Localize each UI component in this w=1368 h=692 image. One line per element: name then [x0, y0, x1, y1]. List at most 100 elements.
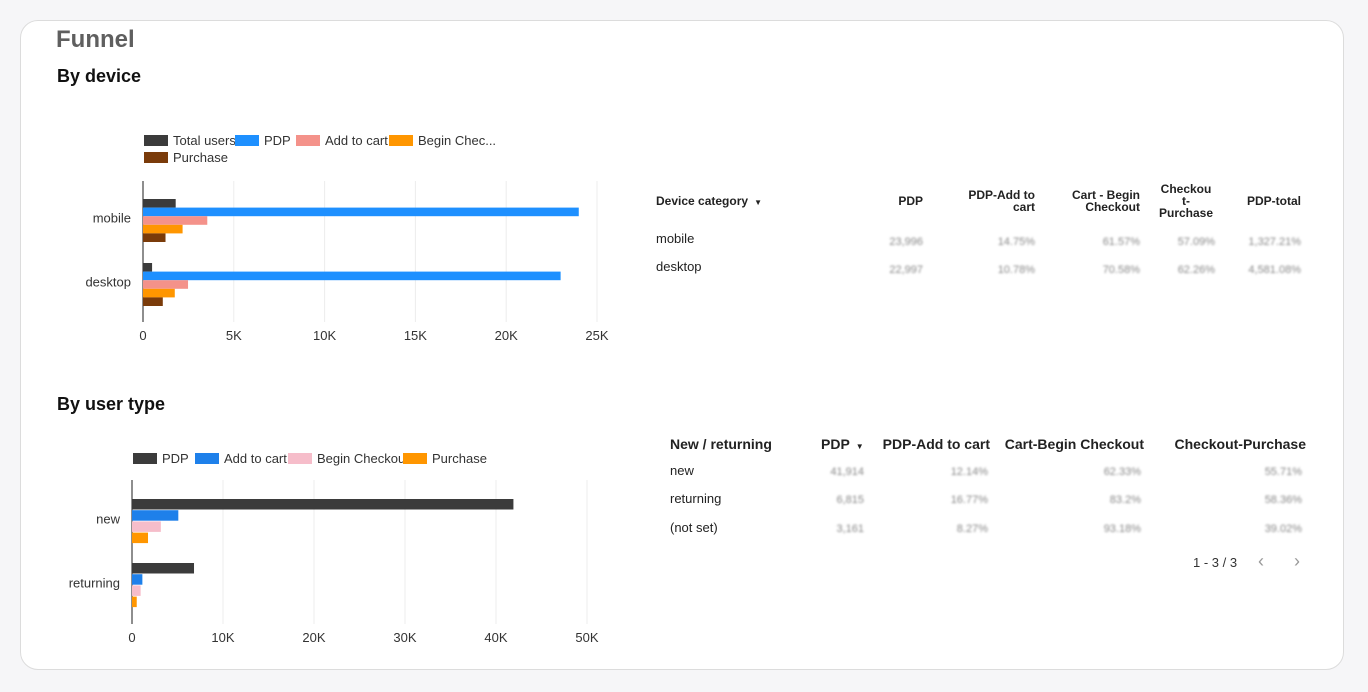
bar: [143, 224, 183, 234]
legend-label: Begin Chec...: [418, 133, 496, 148]
table-cell: 23,996: [889, 236, 923, 248]
x-tick-label: 20K: [495, 328, 518, 343]
bar: [132, 510, 179, 521]
legend-swatch: [296, 135, 320, 146]
bar: [132, 574, 143, 585]
bar: [132, 596, 137, 608]
x-tick-label: 30K: [393, 630, 416, 645]
table-cell: 93.18%: [1103, 523, 1141, 535]
legend-label: Purchase: [432, 451, 487, 466]
legend-swatch: [403, 453, 427, 464]
bar: [143, 271, 561, 281]
legend-label: Add to cart: [325, 133, 388, 148]
device-section-title: By device: [57, 66, 142, 86]
user-type-bar-chart: PDP Add to cart Begin Checkout Purchase 0 10K…: [69, 451, 599, 645]
table-cell: 61.57%: [1102, 236, 1140, 248]
table-cell: 62.26%: [1177, 264, 1215, 276]
page-title: Funnel: [56, 26, 135, 53]
pdp-header[interactable]: PDP: [898, 194, 923, 208]
x-tick-label: 0: [128, 630, 135, 645]
legend-label: Total users: [173, 133, 236, 148]
bar: [143, 216, 208, 225]
pdp-add-to-cart-header[interactable]: PDP-Add to cart: [882, 436, 990, 452]
bar: [143, 297, 163, 306]
bar: [143, 199, 176, 208]
x-tick-label: 20K: [302, 630, 325, 645]
x-tick-label: 50K: [575, 630, 598, 645]
bar: [143, 207, 579, 217]
sort-down-icon: ▼: [855, 442, 864, 451]
y-category-label: returning: [69, 575, 120, 590]
pdp-header[interactable]: PDP ▼: [821, 436, 864, 452]
user-type-table: New / returning PDP ▼ PDP-Add to cart Car…: [670, 436, 1306, 535]
table-cell: 62.33%: [1103, 466, 1141, 478]
table-cell: 6,815: [836, 494, 864, 506]
pdp-total-header[interactable]: PDP-total: [1247, 194, 1301, 208]
bar: [132, 499, 514, 510]
bar: [143, 233, 166, 242]
device-table: Device category ▼ PDP PDP-Add to cart Cart…: [0, 0, 1368, 300]
table-cell: 10.78%: [997, 264, 1035, 276]
bar: [132, 585, 141, 596]
y-category-label: desktop: [85, 275, 131, 290]
bar: [143, 263, 153, 272]
new-returning-header[interactable]: New / returning: [670, 436, 772, 452]
x-tick-label: 15K: [404, 328, 427, 343]
legend-swatch: [144, 135, 168, 146]
legend-label: Purchase: [173, 150, 228, 165]
table-cell: 57.09%: [1177, 236, 1215, 248]
x-tick-label: 10K: [313, 328, 336, 343]
legend-swatch: [235, 135, 259, 146]
table-cell: 8.27%: [956, 523, 988, 535]
checkout-purchase-header[interactable]: Checkout-Purchase: [1174, 436, 1306, 452]
legend-label: PDP: [264, 133, 291, 148]
table-cell: 12.14%: [950, 466, 988, 478]
table-cell: 14.75%: [997, 236, 1035, 248]
bar: [132, 563, 195, 574]
legend-label: Add to cart: [224, 451, 287, 466]
table-cell: 83.2%: [1109, 494, 1141, 506]
x-tick-label: 5K: [226, 328, 242, 343]
legend-swatch: [195, 453, 219, 464]
sort-down-icon: ▼: [754, 198, 762, 207]
table-row-label: new: [670, 463, 694, 478]
legend-swatch: [389, 135, 413, 146]
x-tick-label: 0: [139, 328, 146, 343]
table-cell: 55.71%: [1264, 466, 1302, 478]
y-category-label: new: [96, 511, 120, 526]
legend-swatch: [288, 453, 312, 464]
user-type-section-title: By user type: [57, 394, 166, 414]
table-cell: 16.77%: [950, 494, 988, 506]
bar: [143, 288, 175, 298]
x-tick-label: 25K: [585, 328, 608, 343]
legend-label: Begin Checkout: [317, 451, 409, 466]
chevron-right-icon[interactable]: ›: [1294, 551, 1300, 571]
table-row-label: returning: [670, 491, 722, 506]
table-cell: 41,914: [830, 466, 864, 478]
pdp-add-to-cart-header[interactable]: PDP-Add to cart: [968, 188, 1035, 214]
table-row-label: (not set): [670, 520, 718, 535]
y-category-label: mobile: [93, 211, 131, 226]
device-category-header[interactable]: Device category ▼: [656, 194, 762, 208]
bar: [132, 521, 161, 532]
table-cell: 70.58%: [1102, 264, 1140, 276]
table-cell: 39.02%: [1264, 523, 1302, 535]
chevron-left-icon[interactable]: ‹: [1258, 551, 1264, 571]
x-tick-label: 10K: [211, 630, 234, 645]
legend-swatch: [133, 453, 157, 464]
table-row-label: desktop: [656, 259, 702, 274]
table-cell: 22,997: [889, 264, 923, 276]
bar: [143, 280, 189, 289]
cart-begin-checkout-header[interactable]: Cart - Begin Checkout: [1071, 188, 1140, 214]
bar: [132, 532, 149, 544]
x-tick-label: 40K: [484, 630, 507, 645]
legend-label: PDP: [162, 451, 189, 466]
table-cell: 1,327.21%: [1248, 236, 1301, 248]
table-row-label: mobile: [656, 231, 695, 246]
pagination-label: 1 - 3 / 3: [1193, 555, 1238, 570]
table-cell: 3,161: [836, 523, 864, 535]
funnel-card: [20, 20, 1344, 670]
cart-begin-checkout-header[interactable]: Cart-Begin Checkout: [1004, 436, 1144, 452]
device-bar-chart: Total users PDP Add to cart Begin Chec... Pu…: [85, 133, 608, 343]
